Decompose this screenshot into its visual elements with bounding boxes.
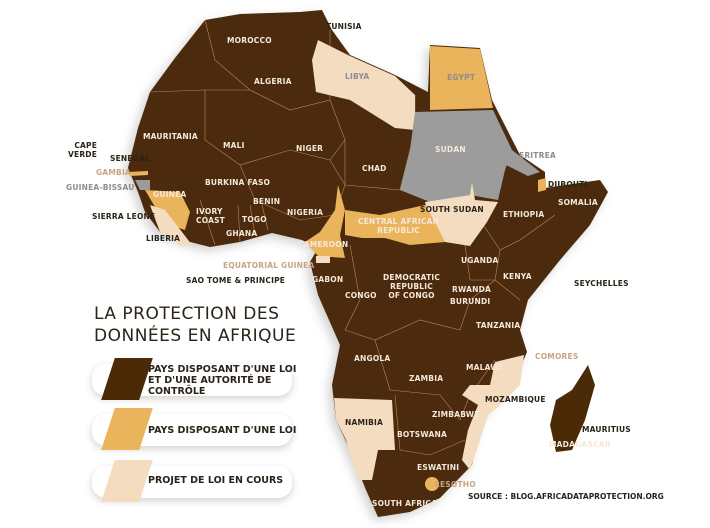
label-burundi: BURUNDI: [450, 297, 491, 306]
label-car-line2: REPUBLIC: [377, 226, 420, 235]
label-congo: CONGO: [345, 291, 377, 300]
label-eritrea: ERITREA: [519, 151, 556, 160]
label-niger: NIGER: [296, 144, 324, 153]
label-south-sudan: SOUTH SUDAN: [420, 205, 484, 214]
title-line1: LA PROTECTION DES: [94, 304, 280, 324]
label-ivory-coast-line2: COAST: [196, 216, 226, 225]
label-chad: CHAD: [362, 164, 387, 173]
label-lesotho: LESOTHO: [435, 480, 476, 489]
legend-label-line2: ET D'UNE AUTORITÉ DE CONTRÔLE: [148, 375, 272, 397]
legend-label: PROJET DE LOI EN COURS: [148, 475, 284, 486]
label-equatorial-guinea: EQUATORIAL GUINEA: [223, 261, 315, 270]
label-benin: BENIN: [253, 197, 281, 206]
label-mozambique: MOZAMBIQUE: [485, 395, 546, 404]
label-somalia: SOMALIA: [558, 198, 598, 207]
label-namibia: NAMIBIA: [345, 418, 384, 427]
label-madagascar: MADAGASCAR: [549, 440, 611, 449]
label-sudan: SUDAN: [435, 145, 466, 154]
label-zambia: ZAMBIA: [409, 374, 444, 383]
label-zimbabwe: ZIMBABWE: [432, 410, 480, 419]
guinea-bissau-shape: [135, 180, 150, 190]
south-sudan-shape: [425, 182, 498, 246]
label-senegal: SENEGAL: [110, 154, 151, 163]
label-south-africa: SOUTH AFRICA: [372, 499, 438, 508]
label-ivory-coast-line1: IVORY: [196, 207, 223, 216]
namibia-shape: [334, 398, 395, 480]
label-angola: ANGOLA: [354, 354, 391, 363]
label-tunisia: TUNISIA: [326, 22, 362, 31]
legend-label: PAYS DISPOSANT D'UNE LOI ET D'UNE AUTORIT…: [148, 364, 322, 397]
label-ivory-coast: IVORY COAST: [196, 207, 225, 225]
label-egypt: EGYPT: [447, 73, 476, 82]
legend-label-line1: PAYS DISPOSANT D'UNE LOI: [148, 364, 297, 375]
label-sierra-leone: SIERRA LEONE: [92, 212, 156, 221]
egypt-shape: [430, 46, 493, 110]
label-guinea-bissau: GUINEA-BISSAU: [66, 183, 135, 192]
label-kenya: KENYA: [503, 272, 532, 281]
legend-item-law-only: PAYS DISPOSANT D'UNE LOI: [92, 408, 322, 450]
label-rwanda: RWANDA: [452, 285, 492, 294]
label-nigeria: NIGERIA: [287, 208, 324, 217]
label-liberia: LIBERIA: [146, 234, 181, 243]
guinea-shape: [145, 190, 190, 230]
label-cameroon: CAMEROON: [298, 240, 349, 249]
label-mali: MALI: [223, 141, 245, 150]
label-burkina-faso: BURKINA FASO: [205, 178, 271, 187]
label-djibouti: DJIBOUTI: [548, 180, 588, 189]
label-drc: DEMOCRATIC REPUBLIC OF CONGO: [383, 273, 440, 300]
cameroon-shape: [305, 185, 345, 258]
label-comores: COMORES: [535, 352, 579, 361]
label-mauritania: MAURITANIA: [143, 132, 198, 141]
label-ghana: GHANA: [226, 229, 258, 238]
label-malawi: MALAWI: [466, 363, 502, 372]
label-guinea: GUINEA: [153, 190, 187, 199]
equatorial-guinea-shape: [316, 256, 330, 263]
label-ethiopia: ETHIOPIA: [503, 210, 545, 219]
page-title: LA PROTECTION DES DONNÉES EN AFRIQUE: [94, 303, 296, 347]
eritrea-shape: [506, 150, 540, 176]
label-togo: TOGO: [242, 215, 267, 224]
label-tanzania: TANZANIA: [476, 321, 521, 330]
source-credit: SOURCE : BLOG.AFRICADATAPROTECTION.ORG: [468, 492, 664, 501]
car-shape: [345, 205, 445, 245]
legend-label: PAYS DISPOSANT D'UNE LOI: [148, 425, 297, 436]
label-gambia: GAMBIA: [96, 168, 131, 177]
label-cape-verde-line2: VERDE: [68, 150, 98, 159]
sierra-leone-liberia-shape: [150, 205, 192, 245]
lesotho-shape: [425, 477, 439, 491]
label-cape-verde-line1: CAPE: [74, 141, 98, 150]
country-fills: [128, 40, 546, 491]
label-libya: LIBYA: [345, 72, 370, 81]
legend-item-bill-in-progress: PROJET DE LOI EN COURS: [92, 460, 322, 502]
libya-shape: [312, 40, 415, 130]
label-seychelles: SEYCHELLES: [574, 279, 629, 288]
label-botswana: BOTSWANA: [397, 430, 448, 439]
label-mauritius: MAURITIUS: [582, 425, 631, 434]
label-uganda: UGANDA: [461, 256, 499, 265]
label-eswatini: ESWATINI: [417, 463, 460, 472]
label-sao-tome: SAO TOME & PRINCIPE: [186, 276, 286, 285]
madagascar-shape: [550, 365, 595, 452]
label-gabon: GABON: [312, 275, 344, 284]
sudan-shape: [400, 110, 512, 202]
mozambique-shape: [462, 355, 524, 470]
label-morocco: MOROCCO: [227, 36, 272, 45]
label-cape-verde: CAPE VERDE: [68, 141, 97, 159]
legend-item-law-and-authority: PAYS DISPOSANT D'UNE LOI ET D'UNE AUTORIT…: [92, 358, 322, 400]
label-drc-line2: REPUBLIC: [390, 282, 433, 291]
gambia-shape: [128, 171, 148, 176]
label-drc-line1: DEMOCRATIC: [383, 273, 441, 282]
label-algeria: ALGERIA: [254, 77, 292, 86]
label-car-line1: CENTRAL AFRICAN: [358, 217, 440, 226]
label-central-african-republic: CENTRAL AFRICAN REPUBLIC: [358, 217, 439, 235]
djibouti-shape: [538, 178, 546, 192]
title-line2: DONNÉES EN AFRIQUE: [94, 326, 297, 346]
label-drc-line3: OF CONGO: [388, 291, 435, 300]
